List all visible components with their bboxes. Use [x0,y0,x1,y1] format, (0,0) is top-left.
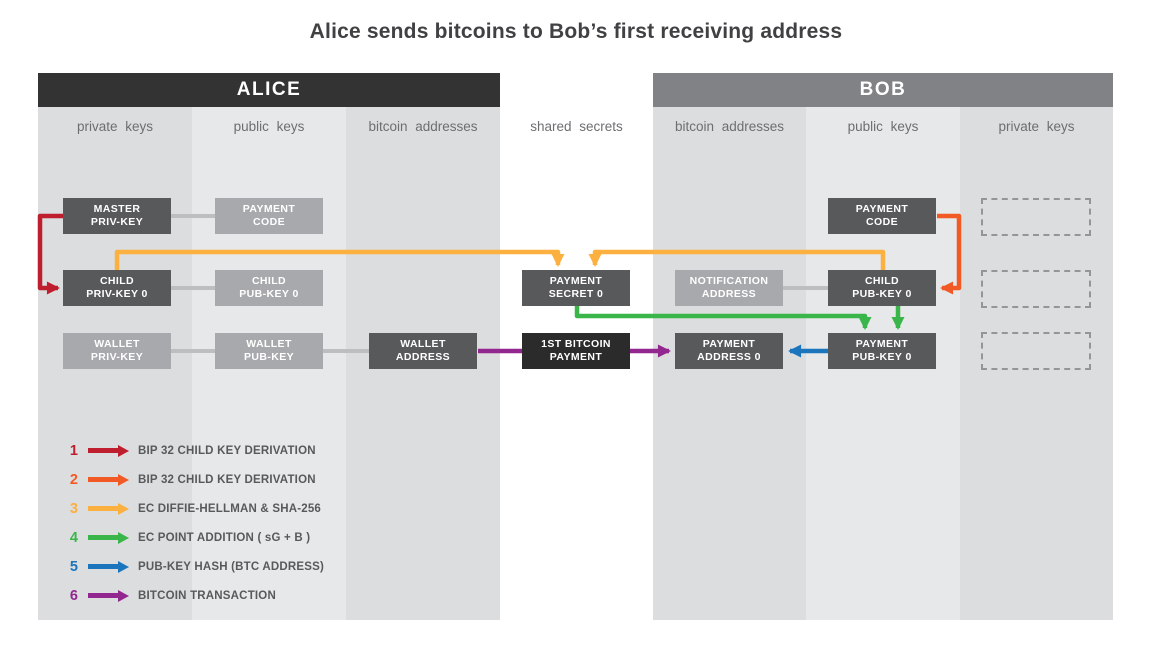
bob-header-label: BOB [859,79,907,100]
box-label-line: CHILD [251,275,287,287]
box-label-line: PAYMENT [242,203,296,215]
legend-arrow-line [88,593,118,598]
legend-number: 2 [69,471,78,488]
box-label-line: CODE [866,216,898,228]
box-label-line: CODE [253,216,285,228]
alice-header-label: ALICE [236,79,302,100]
box-label-line: PUB-KEY 0 [852,351,912,363]
box-payment-address-0: PAYMENT ADDRESS 0 [675,333,783,369]
box-label-line: PAYMENT [702,338,756,350]
legend-arrow-icon [88,473,129,486]
legend-label: EC DIFFIE-HELLMAN & SHA-256 [138,502,322,515]
box-label-line: MASTER [93,203,141,215]
alice-col-label-public-keys: public keys [233,119,305,134]
shared-secrets-col-label: shared secrets [530,119,623,134]
bob-column-private-keys [960,107,1113,620]
box-alice-payment-code: PAYMENT CODE [215,198,323,234]
legend-row-5: 5 PUB-KEY HASH (BTC ADDRESS) [62,552,324,581]
box-label-line: PAYMENT [855,203,909,215]
box-label-line: 1ST BITCOIN [541,338,611,350]
legend-arrow-line [88,506,118,511]
box-child-priv-key-0: CHILD PRIV-KEY 0 [63,270,171,306]
legend-arrow-icon [88,560,129,573]
legend-number: 1 [69,442,78,459]
box-notification-address: NOTIFICATION ADDRESS [675,270,783,306]
box-wallet-priv-key: WALLET PRIV-KEY [63,333,171,369]
legend-arrow-head [118,531,129,544]
box-label-line: WALLET [400,338,446,350]
legend-arrow-head [118,589,129,602]
legend-arrow-line [88,477,118,482]
box-label-line: ADDRESS [395,351,451,363]
box-1st-bitcoin-payment: 1ST BITCOIN PAYMENT [522,333,630,369]
legend-arrow-icon [88,502,129,515]
box-wallet-pub-key: WALLET PUB-KEY [215,333,323,369]
legend-arrow-line [88,448,118,453]
legend-arrow-head [118,560,129,573]
box-bob-payment-code: PAYMENT CODE [828,198,936,234]
box-label-line: PAYMENT [549,275,603,287]
legend: 1 BIP 32 CHILD KEY DERIVATION 2 BIP 32 C… [62,436,324,610]
legend-row-4: 4 EC POINT ADDITION ( sG + B ) [62,523,324,552]
legend-arrow-head [118,473,129,486]
diagram-title: Alice sends bitcoins to Bob’s first rece… [309,20,843,43]
legend-arrow-icon [88,531,129,544]
legend-number: 3 [69,500,78,517]
box-label-line: NOTIFICATION [689,275,769,287]
box-label-line: WALLET [94,338,140,350]
legend-number: 6 [69,587,78,604]
box-label-line: CHILD [864,275,900,287]
box-label-line: PUB-KEY [243,351,295,363]
bob-priv-key-placeholder-3 [981,332,1091,370]
bob-col-label-public-keys: public keys [847,119,919,134]
box-bob-child-pub-key-0: CHILD PUB-KEY 0 [828,270,936,306]
box-wallet-address: WALLET ADDRESS [369,333,477,369]
box-label-line: PUB-KEY 0 [852,288,912,300]
bob-col-label-private-keys: private keys [998,119,1075,134]
bob-col-label-bitcoin-addresses: bitcoin addresses [674,119,785,134]
legend-arrow-line [88,564,118,569]
box-label-line: ADDRESS [701,288,757,300]
box-label-line: PRIV-KEY [90,351,144,363]
legend-row-1: 1 BIP 32 CHILD KEY DERIVATION [62,436,324,465]
box-label-line: PAYMENT [855,338,909,350]
legend-number: 4 [69,529,78,546]
alice-col-label-bitcoin-addresses: bitcoin addresses [368,119,478,134]
alice-header-bar: ALICE [38,73,500,107]
box-label-line: PUB-KEY 0 [239,288,299,300]
box-label-line: PRIV-KEY 0 [86,288,148,300]
box-label-line: CHILD [99,275,135,287]
legend-arrow-head [118,444,129,457]
box-alice-child-pub-key-0: CHILD PUB-KEY 0 [215,270,323,306]
legend-row-6: 6 BITCOIN TRANSACTION [62,581,324,610]
legend-label: BIP 32 CHILD KEY DERIVATION [138,444,316,457]
box-label-line: SECRET 0 [548,288,604,300]
legend-label: PUB-KEY HASH (BTC ADDRESS) [138,560,325,573]
legend-label: BITCOIN TRANSACTION [138,589,276,602]
box-payment-pub-key-0: PAYMENT PUB-KEY 0 [828,333,936,369]
legend-row-3: 3 EC DIFFIE-HELLMAN & SHA-256 [62,494,324,523]
legend-row-2: 2 BIP 32 CHILD KEY DERIVATION [62,465,324,494]
legend-arrow-icon [88,444,129,457]
legend-arrow-head [118,502,129,515]
bob-header-bar: BOB [653,73,1113,107]
box-payment-secret-0: PAYMENT SECRET 0 [522,270,630,306]
bob-priv-key-placeholder-1 [981,198,1091,236]
box-label-line: PAYMENT [549,351,603,363]
box-master-priv-key: MASTER PRIV-KEY [63,198,171,234]
legend-label: BIP 32 CHILD KEY DERIVATION [138,473,316,486]
legend-arrow-icon [88,589,129,602]
box-label-line: PRIV-KEY [90,216,144,228]
legend-number: 5 [69,558,78,575]
box-label-line: WALLET [246,338,292,350]
alice-col-label-private-keys: private keys [76,119,154,134]
legend-arrow-line [88,535,118,540]
box-label-line: ADDRESS 0 [697,351,761,363]
bob-priv-key-placeholder-2 [981,270,1091,308]
legend-label: EC POINT ADDITION ( sG + B ) [138,531,311,544]
